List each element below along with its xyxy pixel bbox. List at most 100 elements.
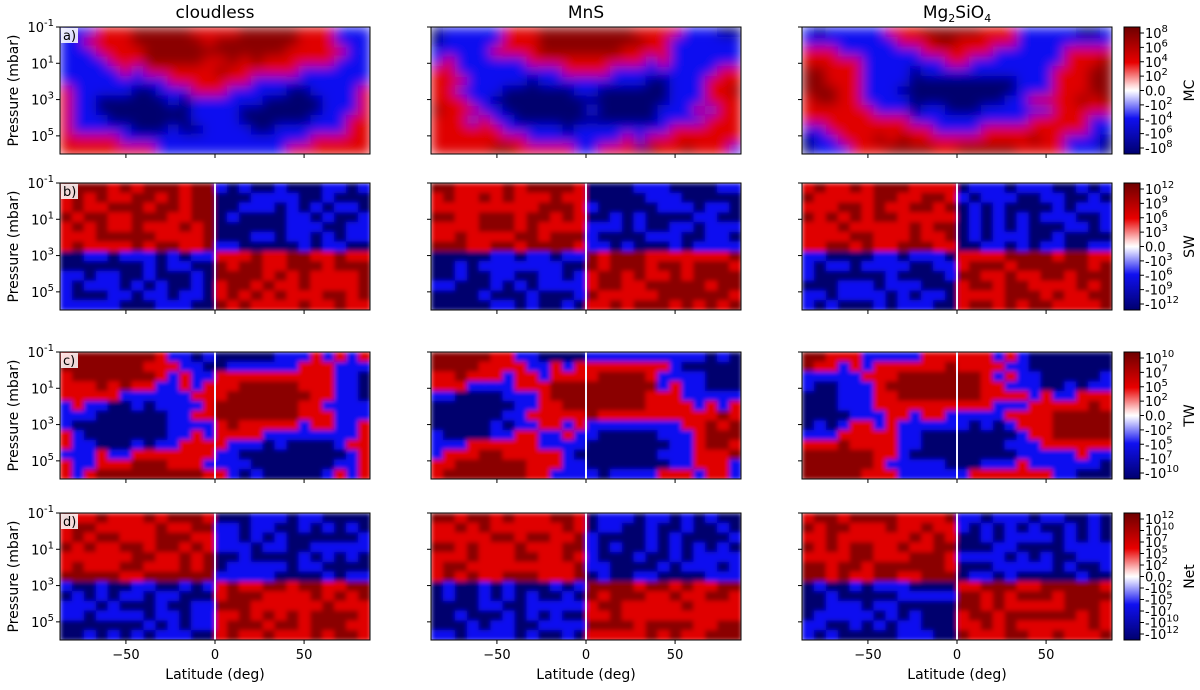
colorbar-tick-label: -102 — [1145, 421, 1173, 439]
y-tick-label: 103 — [31, 416, 54, 434]
panel-grid: 10-1 101 103 105 a) Pressure (mbar) 10-1 101 103… — [6, 18, 1113, 663]
colorbar-tick-label: -103 — [1145, 252, 1173, 270]
y-tick-label: 10-1 — [27, 174, 54, 192]
colorbar-tick-label: 107 — [1145, 363, 1168, 381]
colorbar-label: Net — [1182, 564, 1198, 589]
colorbar-tick-label: -106 — [1145, 125, 1173, 143]
colorbar-tick-label: 102 — [1145, 67, 1168, 85]
heatmap-panel-r4-c2: −50 0 50 — [427, 512, 742, 663]
x-tick-label: 0 — [582, 648, 590, 663]
heatmap-panel-r4-c3: −50 0 50 — [798, 512, 1113, 663]
heatmap-panel-r3-c1: 10-1 101 103 105 c) Pressure (mbar) — [6, 343, 371, 483]
panel-label: b) — [63, 185, 76, 200]
colorbar-tick-label: -107 — [1145, 450, 1173, 468]
x-tick-label: −50 — [483, 648, 510, 663]
colorbar-tick-label: -102 — [1145, 579, 1173, 597]
colorbar-label: TW — [1182, 404, 1198, 428]
colorbar-tick-label: 108 — [1145, 24, 1168, 42]
y-axis-label: Pressure (mbar) — [6, 520, 22, 632]
colorbar-tick-label: 102 — [1145, 556, 1168, 574]
colorbar-tick-label: -1010 — [1145, 614, 1179, 632]
y-tick-label: 101 — [31, 379, 54, 397]
colorbar-tick-label: 0.0 — [1145, 241, 1166, 256]
colorbar-tick-label: 0.0 — [1145, 410, 1166, 425]
colorbar-tick-label: 102 — [1145, 392, 1168, 410]
colorbar-tick-label: -104 — [1145, 110, 1173, 128]
colorbar-tick-label: -108 — [1145, 139, 1173, 157]
panel-label: a) — [63, 29, 76, 44]
colorbar-tick-label: 105 — [1145, 378, 1168, 396]
colorbar-tick-label: 103 — [1145, 223, 1168, 241]
colorbar-net: 101210101071051020.0-102-105-107-1010-10… — [1123, 510, 1198, 643]
y-tick-label: 105 — [31, 283, 54, 301]
colorbar-tick-label: -1012 — [1145, 295, 1179, 313]
x-axis-label-col2: Latitude (deg) — [536, 667, 635, 683]
column-title-mg2sio4: Mg2SiO4 — [923, 3, 991, 25]
y-tick-label: 10-1 — [27, 343, 54, 361]
heatmap-panel-r3-c2 — [427, 351, 742, 483]
heatmap-panel-r4-c1: 10-1 101 103 105 −50 0 50 d) Pressure (mbar) — [6, 504, 371, 663]
y-tick-label: 105 — [31, 452, 54, 470]
y-tick-label: 103 — [31, 91, 54, 109]
y-tick-label: 105 — [31, 613, 54, 631]
y-tick-label: 103 — [31, 577, 54, 595]
heatmap-panel-r1-c1: 10-1 101 103 105 a) Pressure (mbar) — [6, 18, 371, 158]
y-tick-label: 10-1 — [27, 18, 54, 36]
panel-label: c) — [63, 354, 75, 369]
y-axis-label: Pressure (mbar) — [6, 190, 22, 302]
colorbar-tick-label: -1010 — [1145, 464, 1179, 482]
column-title-mns: MnS — [568, 3, 604, 23]
colorbar-tick-label: -109 — [1145, 281, 1173, 299]
x-tick-label: −50 — [854, 648, 881, 663]
heatmap-panel-r1-c2 — [427, 26, 742, 158]
y-tick-label: 103 — [31, 247, 54, 265]
y-tick-label: 101 — [31, 54, 54, 72]
colorbar-tick-label: 106 — [1145, 38, 1168, 56]
x-tick-label: 50 — [1038, 648, 1055, 663]
colorbar-tick-label: -102 — [1145, 96, 1173, 114]
colorbar-tick-label: -107 — [1145, 602, 1173, 620]
colorbar-tick-label: 1010 — [1145, 349, 1174, 367]
colorbar-tick-label: 0.0 — [1145, 85, 1166, 100]
y-axis-label: Pressure (mbar) — [6, 359, 22, 471]
colorbar-tick-label: 1012 — [1145, 510, 1174, 528]
colorbar-tick-label: 1010 — [1145, 522, 1174, 540]
colorbar-tick-label: -106 — [1145, 266, 1173, 284]
x-axis-label-col3: Latitude (deg) — [907, 667, 1006, 683]
colorbar-tick-label: -105 — [1145, 435, 1173, 453]
y-axis-label: Pressure (mbar) — [6, 34, 22, 146]
x-tick-label: −50 — [112, 648, 139, 663]
heatmap-panel-r2-c2 — [427, 182, 742, 314]
colorbar-label: SW — [1182, 235, 1198, 258]
heatmap-panel-r2-c1: 10-1 101 103 105 b) Pressure (mbar) — [6, 174, 371, 314]
x-tick-label: 0 — [953, 648, 961, 663]
x-tick-label: 50 — [296, 648, 313, 663]
heatmap-panel-r3-c3 — [798, 351, 1113, 483]
colorbar-tick-label: -1012 — [1145, 625, 1179, 643]
y-tick-label: 10-1 — [27, 504, 54, 522]
x-tick-label: 50 — [667, 648, 684, 663]
y-tick-label: 101 — [31, 210, 54, 228]
colorbar-tick-label: 1012 — [1145, 180, 1174, 198]
heatmap-panel-r1-c3 — [798, 26, 1113, 158]
y-tick-label: 101 — [31, 540, 54, 558]
colorbars: 1081061041020.0-102-104-106-108MC1012109… — [1123, 24, 1198, 643]
colorbar-tick-label: 0.0 — [1145, 571, 1166, 586]
colorbar-tick-label: 107 — [1145, 533, 1168, 551]
x-tick-label: 0 — [211, 648, 219, 663]
panel-label: d) — [63, 515, 76, 530]
colorbar-tick-label: 106 — [1145, 209, 1168, 227]
colorbar-tick-label: 109 — [1145, 194, 1168, 212]
heatmap-panel-r2-c3 — [798, 182, 1113, 314]
colorbar-tick-label: -105 — [1145, 591, 1173, 609]
colorbar-tick-label: 105 — [1145, 545, 1168, 563]
column-title-cloudless: cloudless — [176, 3, 255, 23]
x-axis-label-col1: Latitude (deg) — [165, 667, 264, 683]
y-tick-label: 105 — [31, 127, 54, 145]
colorbar-tick-label: 104 — [1145, 53, 1168, 71]
colorbar-label: MC — [1182, 79, 1198, 101]
